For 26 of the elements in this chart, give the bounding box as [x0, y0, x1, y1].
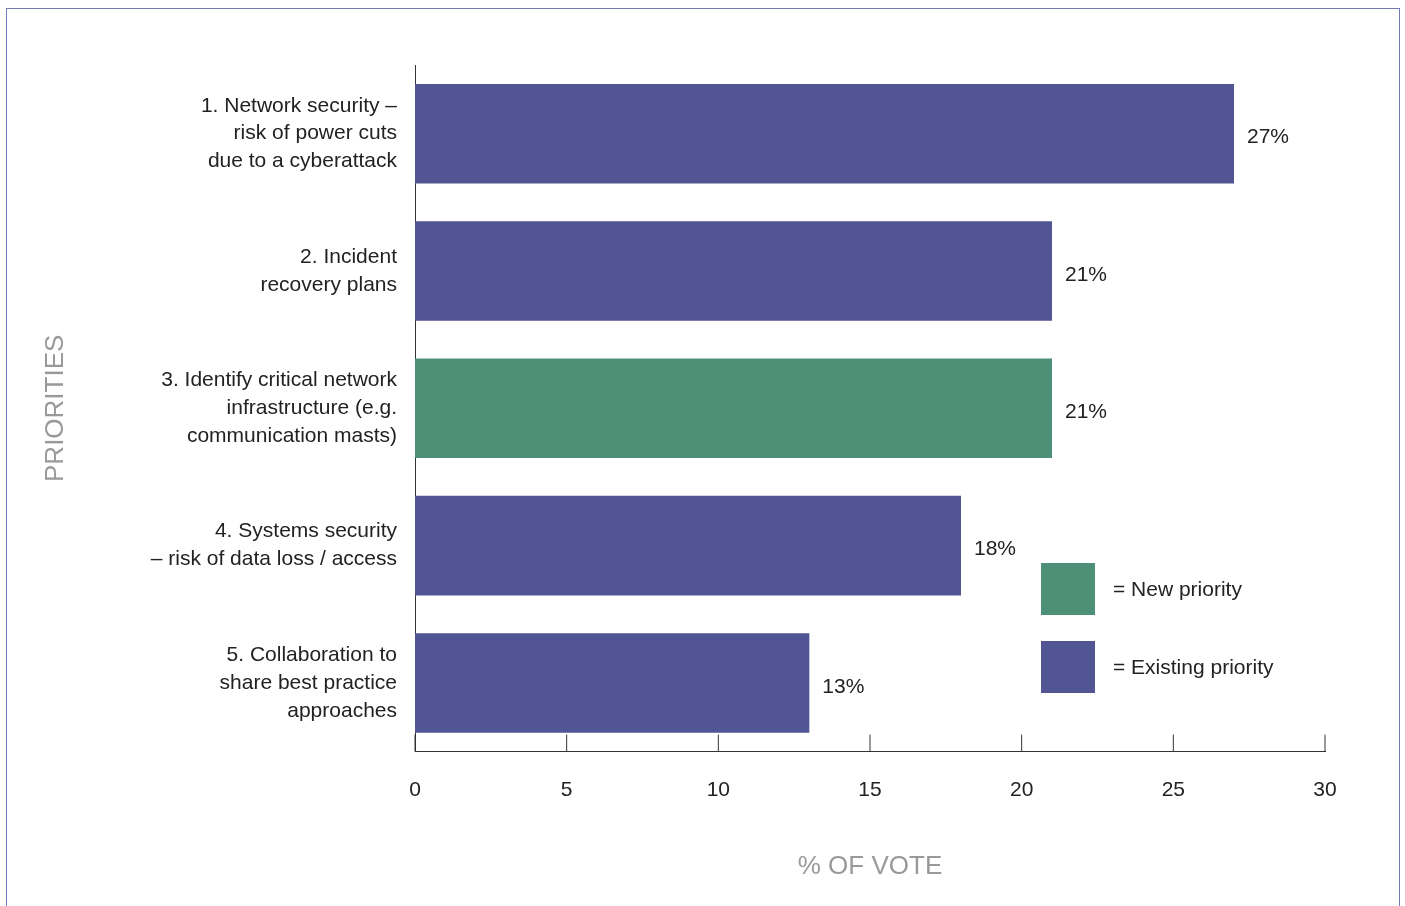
x-tick-label: 20: [1009, 777, 1034, 800]
y-tick-label: 2. Incident recovery plans: [260, 243, 398, 295]
x-tick-label: 25: [1161, 777, 1186, 800]
text: = Existing priority: [1113, 655, 1274, 679]
data-label: 21%: [1065, 261, 1108, 285]
data-label: 21%: [1065, 399, 1108, 423]
bar: [415, 358, 1052, 459]
text: = New priority: [1113, 577, 1242, 601]
y-tick-label: 1. Network security – risk of power cuts due to a cyberattack: [200, 92, 398, 172]
y-tick-label: 5. Collaboration to share best practice approaches: [219, 641, 397, 721]
x-tick-label: 30: [1313, 777, 1337, 800]
bar: [415, 83, 1234, 184]
x-tick-label: 15: [858, 777, 882, 800]
data-label: 27%: [1247, 124, 1290, 148]
x-axis-title: % OF VOTE: [797, 849, 943, 880]
data-label: 13%: [822, 673, 865, 697]
data-label: 18%: [974, 536, 1017, 560]
x-tick-label: 5: [560, 777, 573, 800]
x-tick-label: 0: [409, 777, 421, 800]
bar: [415, 495, 961, 596]
y-tick-label: 4. Systems security – risk of data loss / access: [150, 518, 398, 570]
bar: [415, 221, 1052, 321]
y-tick-label: 3. Identify critical network infrastructure (e.g. communication masts): [161, 367, 398, 447]
x-tick-label: 10: [706, 777, 731, 800]
y-axis-title: PRIORITIES: [38, 334, 69, 482]
bar: [415, 633, 810, 733]
